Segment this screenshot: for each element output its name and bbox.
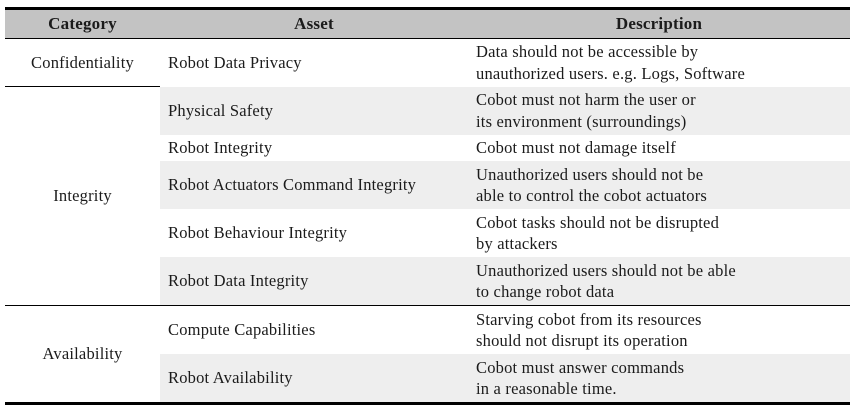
description-line: Cobot tasks should not be disrupted [476, 212, 720, 232]
table-row: Robot Integrity Cobot must not damage it… [5, 135, 850, 162]
table-row: Availability Compute Capabilities Starvi… [5, 305, 850, 404]
description-line: in a reasonable time. [476, 379, 617, 398]
description-cell: Cobot tasks should not be disrupted by a… [468, 209, 850, 257]
asset-cell: Robot Behaviour Integrity [168, 223, 348, 243]
asset-cell: Robot Data Privacy [168, 52, 302, 72]
asset-cell: Robot Integrity [168, 138, 273, 157]
header-asset: Asset [160, 8, 468, 39]
table-body: Confidentiality Robot Data Privacy Data … [5, 38, 850, 404]
security-assets-table-wrap: Category Asset Description Confidentiali… [5, 7, 850, 405]
header-description: Description [468, 8, 850, 39]
description-line: Unauthorized users should not be able [476, 260, 736, 280]
description-line: by attackers [476, 234, 558, 253]
description-cell: Unauthorized users should not be able to… [468, 161, 850, 209]
description-cell: Cobot must not harm the user or its envi… [468, 86, 850, 135]
description-cell: Cobot must not damage itself [468, 135, 850, 162]
asset-cell: Compute Capabilities [160, 305, 468, 354]
header-row: Category Asset Description [5, 8, 850, 39]
description-line: its environment (surroundings) [476, 111, 687, 131]
description-cell: Cobot must answer commands in a reasonab… [468, 354, 850, 404]
description-line: Unauthorized users should not be [476, 164, 704, 184]
description-cell: Starving cobot from its resources should… [468, 305, 850, 354]
asset-cell: Robot Data Integrity [160, 257, 468, 306]
description-cell: Unauthorized users should not be able to… [468, 257, 850, 306]
asset-cell: Robot Availability [160, 354, 468, 404]
asset-cell: Robot Actuators Command Integrity [160, 161, 468, 209]
description-line: should not disrupt its operation [476, 331, 688, 350]
description-line: unauthorized users. e.g. Logs, Software [476, 63, 745, 83]
asset-cell: Physical Safety [160, 86, 468, 135]
description-cell: Data should not be accessible by unautho… [468, 38, 850, 87]
description-line: able to control the cobot actuators [476, 186, 708, 205]
security-assets-table: Category Asset Description Confidentiali… [5, 7, 850, 405]
category-cell-integrity: Integrity [5, 86, 160, 306]
description-line: to change robot data [476, 282, 615, 301]
description-line: Cobot must not damage itself [476, 138, 676, 157]
description-line: Starving cobot from its resources [476, 309, 702, 329]
description-line: Data should not be accessible by [476, 42, 699, 61]
table-row: Integrity Physical Safety Cobot must not… [5, 86, 850, 306]
table-row: Confidentiality Robot Data Privacy Data … [5, 38, 850, 87]
category-cell-confidentiality: Confidentiality [5, 38, 160, 87]
table-header: Category Asset Description [5, 8, 850, 39]
header-category: Category [5, 8, 160, 39]
category-cell-availability: Availability [5, 305, 160, 404]
table-row: Robot Behaviour Integrity Cobot tasks sh… [5, 209, 850, 257]
table-row: Robot Data Integrity Unauthorized users … [5, 257, 850, 306]
table-row: Robot Actuators Command Integrity Unauth… [5, 161, 850, 209]
table-row: Robot Availability Cobot must answer com… [5, 354, 850, 404]
description-line: Cobot must not harm the user or [476, 90, 696, 109]
description-line: Cobot must answer commands [476, 357, 685, 377]
